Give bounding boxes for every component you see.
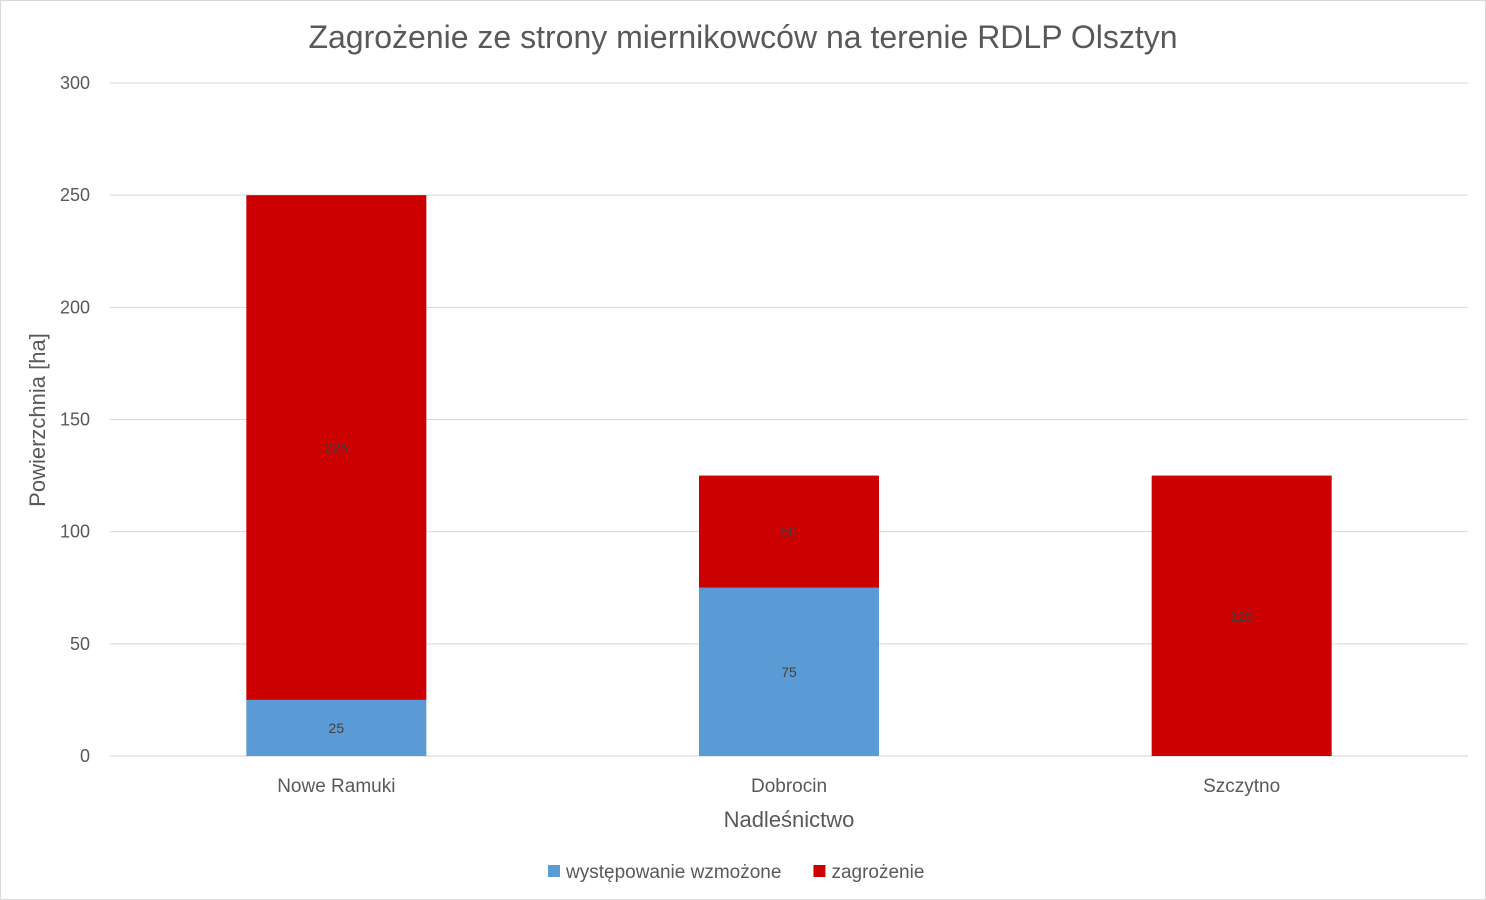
chart-title: Zagrożenie ze strony miernikowców na ter…: [308, 19, 1177, 55]
legend-label: występowanie wzmożone: [565, 862, 781, 883]
bar-segment: [1151, 475, 1332, 756]
y-tick-label: 300: [60, 73, 90, 93]
x-category-label: Szczytno: [1203, 776, 1280, 797]
y-tick-label: 100: [60, 522, 90, 542]
legend-swatch: [548, 865, 560, 877]
y-tick-label: 250: [60, 185, 90, 205]
legend: występowanie wzmożone zagrożenie: [548, 862, 924, 883]
data-label: 75: [781, 664, 797, 680]
bar-segment: [699, 475, 879, 588]
legend-swatch: [813, 865, 826, 877]
y-axis-title: Powierzchnia [ha]: [25, 333, 50, 507]
data-label: 225: [325, 440, 349, 456]
x-axis-title: Nadleśnictwo: [724, 807, 855, 832]
x-axis-categories: Nowe Ramuki Dobrocin Szczytno: [277, 776, 1280, 797]
data-label: 125: [1230, 608, 1254, 624]
data-label: 50: [781, 524, 797, 540]
bar-segment: [699, 587, 879, 756]
y-tick-label: 50: [70, 634, 90, 654]
y-axis-ticks: 0 50 100 150 200 250 300: [60, 73, 90, 766]
y-tick-label: 0: [80, 746, 90, 766]
y-tick-label: 150: [60, 410, 90, 430]
legend-label: zagrożenie: [831, 862, 924, 883]
x-category-label: Dobrocin: [751, 776, 827, 797]
bars: [246, 195, 1332, 756]
bar-segment: [246, 195, 427, 700]
x-category-label: Nowe Ramuki: [277, 776, 395, 797]
data-label: 25: [329, 720, 345, 736]
bar-segment: [246, 699, 427, 756]
y-tick-label: 200: [60, 297, 90, 317]
data-labels: 25 225 75 50 125: [325, 440, 1254, 736]
